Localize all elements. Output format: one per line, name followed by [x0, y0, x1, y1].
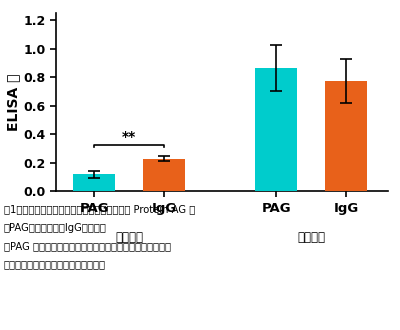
Text: 陽性血清値の増加傾向が認められた）: 陽性血清値の増加傾向が認められた）: [4, 259, 106, 269]
Text: （PAG）と従来法（IgG）の比較: （PAG）と従来法（IgG）の比較: [4, 223, 107, 233]
Text: （PAG 法では従来法に比較して陰性血清値の有意な低下と: （PAG 法では従来法に比較して陰性血清値の有意な低下と: [4, 241, 171, 251]
Bar: [74, 174, 116, 191]
Bar: [255, 68, 297, 191]
Bar: [325, 81, 367, 191]
Y-axis label: ELISA 値: ELISA 値: [6, 74, 20, 131]
Text: 陰性血清: 陰性血清: [115, 231, 143, 244]
Text: 陽性血清: 陽性血清: [297, 231, 325, 244]
Text: 図1　ウシゴールドスタンダード血清における Protein AG 法: 図1 ウシゴールドスタンダード血清における Protein AG 法: [4, 205, 195, 214]
Bar: [143, 159, 185, 191]
Text: **: **: [122, 130, 136, 144]
